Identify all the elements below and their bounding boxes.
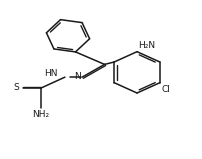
Text: NH₂: NH₂ [32,110,49,119]
Text: N: N [74,72,81,81]
Text: S: S [13,83,19,92]
Text: Cl: Cl [161,85,169,94]
Text: H₂N: H₂N [137,41,154,50]
Text: HN: HN [44,69,58,78]
